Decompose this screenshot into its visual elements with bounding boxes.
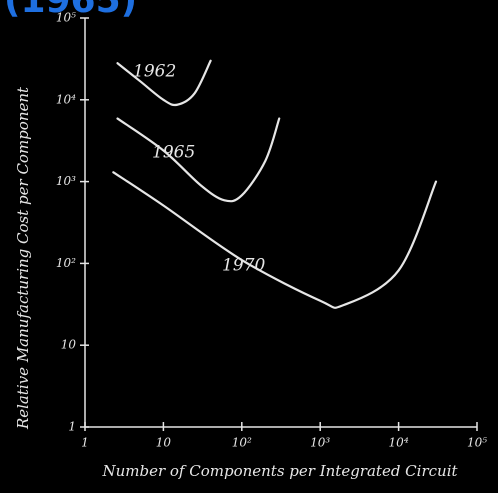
y-tick-label: 1 [68, 420, 76, 434]
y-axis-label: Relative Manufacturing Cost per Componen… [14, 86, 32, 430]
x-tick-label: 10³ [310, 436, 330, 450]
curve-label: 1970 [222, 256, 265, 276]
y-tick-label: 10² [56, 256, 76, 270]
curve [118, 119, 280, 202]
curve-label: 1965 [152, 143, 195, 163]
curve-label: 1962 [133, 62, 176, 82]
x-tick-label: 10⁵ [467, 436, 487, 450]
y-tick-label: 10⁴ [56, 92, 76, 106]
x-tick-label: 10² [232, 436, 252, 450]
x-axis-label: Number of Components per Integrated Circ… [101, 462, 458, 480]
x-tick-label: 1 [81, 436, 89, 450]
x-tick-label: 10⁴ [389, 436, 409, 450]
x-tick-label: 10 [156, 436, 172, 450]
y-tick-label: 10³ [56, 174, 76, 188]
y-tick-label: 10⁵ [56, 11, 76, 25]
chart: (1965) Number of Components per Integrat… [0, 0, 498, 493]
y-tick-label: 10 [61, 338, 77, 352]
curve [113, 172, 436, 308]
